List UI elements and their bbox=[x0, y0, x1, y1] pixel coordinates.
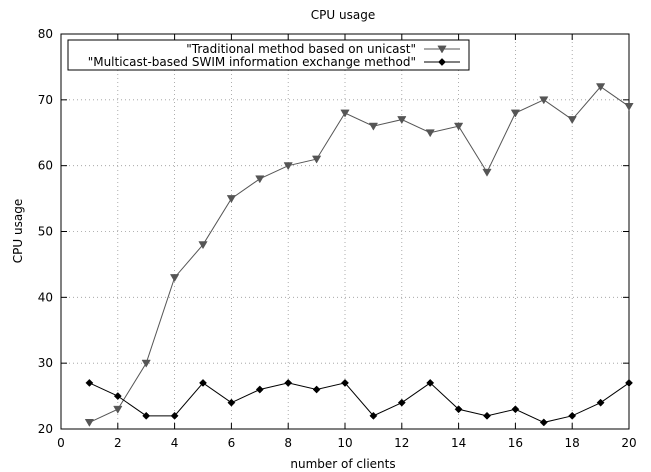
x-tick-label: 8 bbox=[284, 436, 292, 450]
data-point bbox=[568, 411, 577, 420]
data-point bbox=[510, 109, 521, 118]
data-point bbox=[482, 168, 492, 177]
data-point bbox=[511, 405, 520, 414]
data-point bbox=[483, 411, 491, 420]
data-point bbox=[340, 109, 350, 118]
data-point bbox=[368, 122, 379, 131]
data-point bbox=[624, 103, 634, 111]
x-tick-label: 4 bbox=[171, 436, 179, 450]
y-tick-label: 30 bbox=[38, 356, 53, 370]
data-point bbox=[369, 411, 378, 420]
data-point bbox=[397, 116, 407, 125]
x-tick-label: 12 bbox=[394, 436, 409, 450]
series-line bbox=[89, 382, 630, 423]
legend-marker bbox=[437, 45, 447, 54]
data-point bbox=[255, 385, 264, 394]
x-tick-label: 20 bbox=[621, 436, 636, 450]
x-axis-label: number of clients bbox=[290, 457, 395, 471]
data-point bbox=[198, 241, 208, 250]
data-point bbox=[141, 359, 151, 368]
data-point bbox=[397, 398, 406, 407]
data-point bbox=[425, 129, 435, 138]
legend-label: "Multicast-based SWIM information exchan… bbox=[88, 55, 416, 69]
data-point bbox=[312, 385, 321, 394]
data-point bbox=[283, 162, 293, 171]
data-point bbox=[595, 83, 606, 92]
data-point bbox=[625, 378, 633, 387]
grid-lines bbox=[61, 34, 629, 429]
legend: "Traditional method based on unicast""Mu… bbox=[67, 39, 470, 71]
legend-marker bbox=[438, 58, 446, 66]
axes: 0 2 4 6 8 10 12 14 16 18 20 20 30 40 50 60 70 80 bbox=[38, 27, 637, 450]
data-point bbox=[454, 405, 463, 414]
data-point bbox=[567, 116, 577, 125]
y-tick-label: 70 bbox=[38, 93, 53, 107]
x-tick-label: 14 bbox=[451, 436, 466, 450]
data-point bbox=[426, 378, 435, 387]
y-tick-label: 80 bbox=[38, 27, 53, 41]
series-line bbox=[89, 85, 630, 423]
x-tick-label: 10 bbox=[337, 436, 352, 450]
legend-label: "Traditional method based on unicast" bbox=[186, 42, 416, 56]
chart-title: CPU usage bbox=[311, 8, 375, 22]
x-tick-label: 18 bbox=[565, 436, 580, 450]
x-tick-label: 0 bbox=[57, 436, 65, 450]
legend-box bbox=[67, 39, 470, 71]
data-point bbox=[170, 411, 179, 420]
data-point bbox=[226, 195, 237, 204]
y-tick-label: 40 bbox=[38, 290, 53, 304]
x-tick-label: 6 bbox=[228, 436, 236, 450]
y-axis-label: CPU usage bbox=[11, 199, 25, 263]
series-1 bbox=[84, 83, 634, 427]
data-point bbox=[539, 418, 548, 427]
data-point bbox=[596, 398, 605, 407]
data-point bbox=[311, 155, 322, 164]
data-point bbox=[341, 378, 349, 387]
data-point bbox=[255, 175, 265, 184]
x-tick-label: 2 bbox=[114, 436, 122, 450]
y-tick-label: 60 bbox=[38, 159, 53, 173]
data-point bbox=[142, 411, 151, 420]
y-tick-label: 20 bbox=[38, 422, 53, 436]
data-point bbox=[453, 122, 464, 131]
data-point bbox=[113, 405, 123, 414]
series-layer bbox=[84, 83, 634, 427]
data-point bbox=[199, 378, 207, 387]
data-point bbox=[84, 419, 95, 427]
data-point bbox=[85, 378, 94, 387]
series-2 bbox=[85, 378, 633, 427]
data-point bbox=[169, 274, 180, 283]
data-point bbox=[227, 398, 236, 407]
data-point bbox=[113, 392, 122, 401]
data-point bbox=[539, 96, 549, 105]
y-tick-label: 50 bbox=[38, 225, 53, 239]
data-point bbox=[284, 378, 293, 387]
x-tick-label: 16 bbox=[508, 436, 523, 450]
